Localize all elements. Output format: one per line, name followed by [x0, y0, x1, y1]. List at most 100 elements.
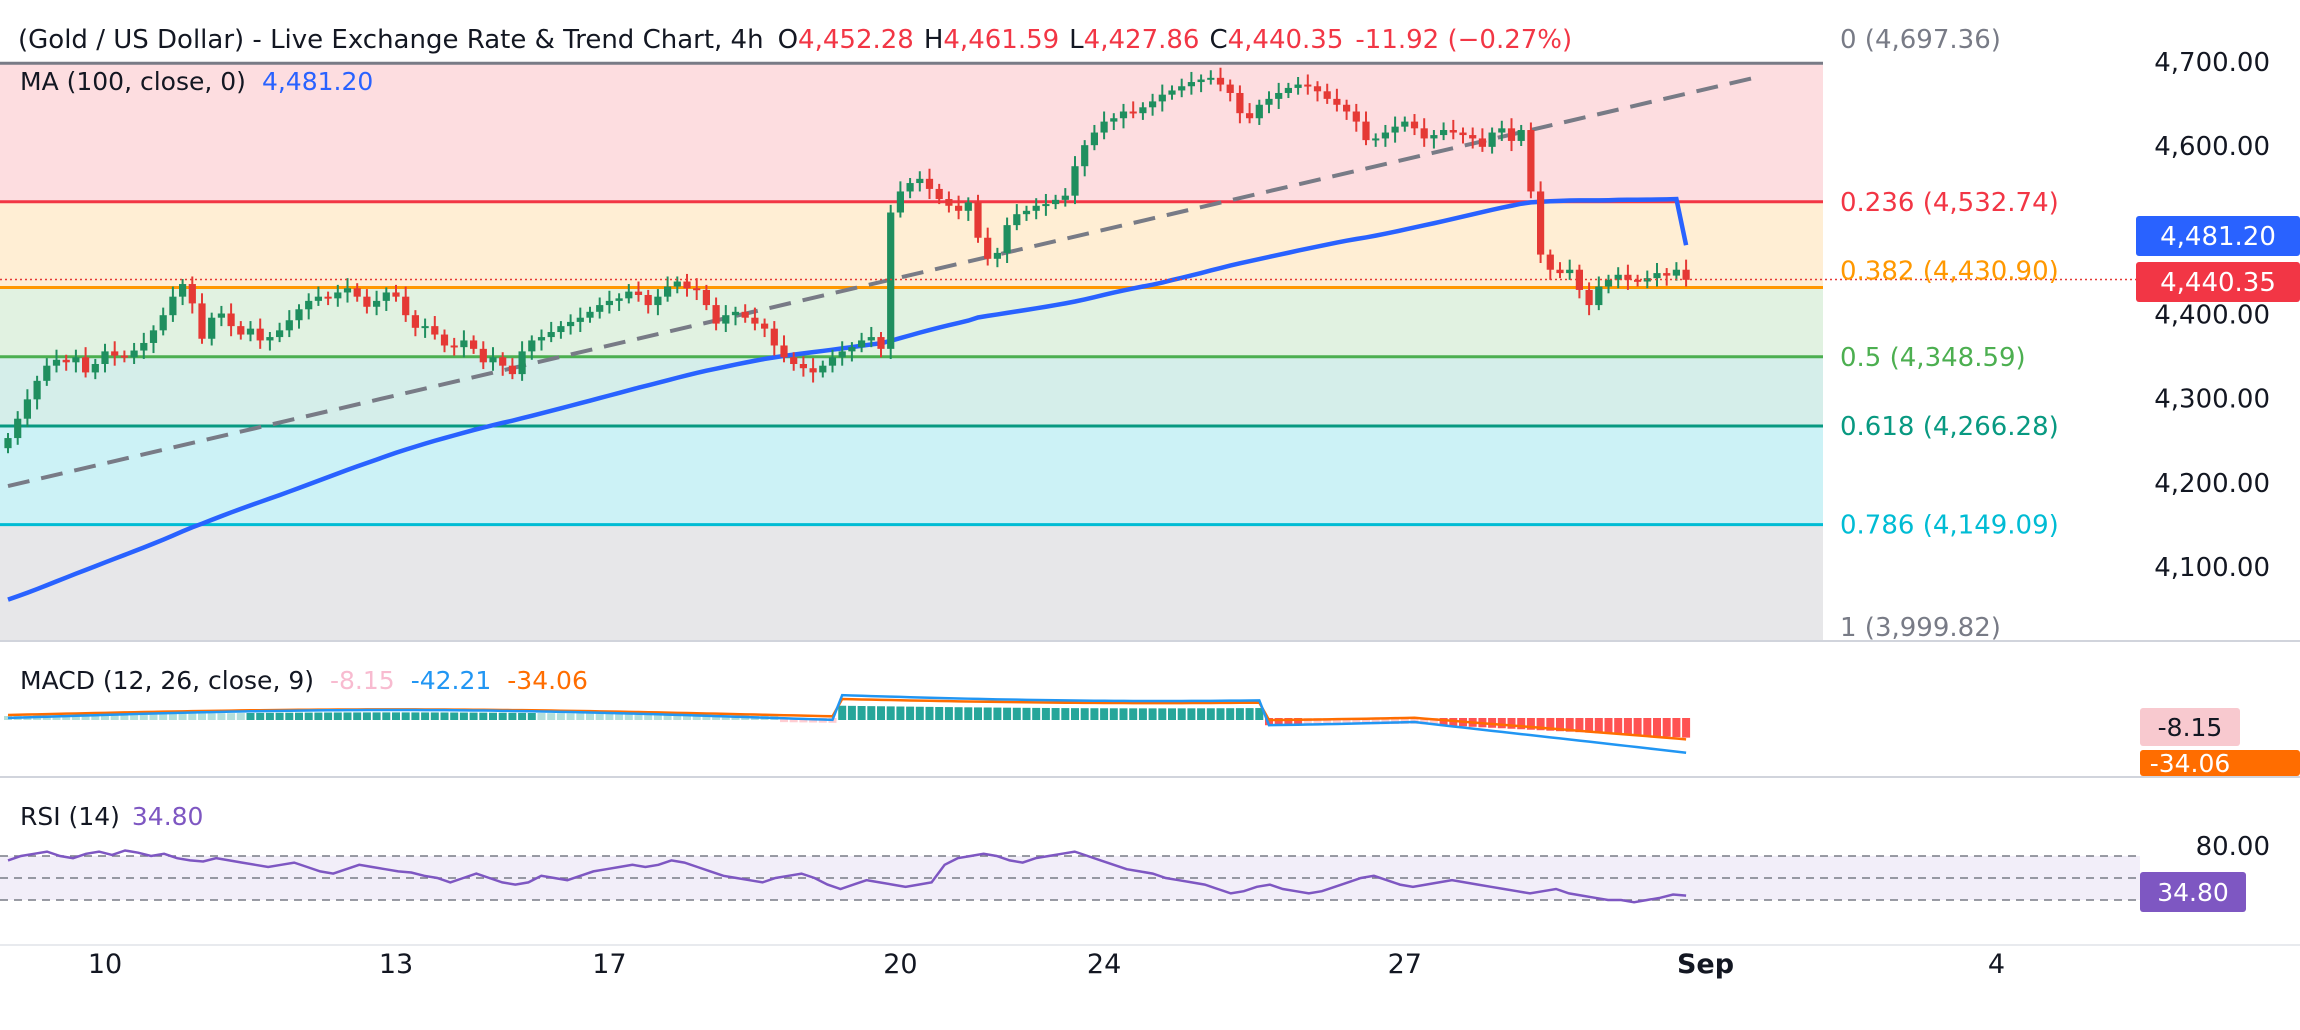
time-axis[interactable]: 10 13 17 20 24 27 Sep 4: [88, 949, 2005, 980]
fib-lines: [0, 61, 1823, 527]
svg-text:4,481.20: 4,481.20: [2160, 222, 2276, 252]
time-axis-tick: 4: [1988, 949, 2005, 980]
candle: [402, 296, 410, 316]
candle: [450, 345, 458, 348]
macd-histogram-bar: [1643, 718, 1652, 736]
candle: [421, 326, 429, 329]
candle: [974, 202, 982, 238]
macd-histogram-bar: [81, 714, 90, 720]
fib-label-6: 1 (3,999.82): [1840, 613, 2001, 643]
fib-label-4: 0.618 (4,266.28): [1840, 412, 2059, 442]
ma-legend[interactable]: MA (100, close, 0) 4,481.20: [20, 67, 373, 96]
candle: [567, 321, 575, 327]
candle: [1158, 94, 1166, 102]
candle: [431, 326, 439, 335]
time-axis-tick: 27: [1388, 949, 1422, 980]
macd-histogram-bar: [1439, 718, 1448, 726]
candle: [256, 328, 264, 341]
macd-histogram-bar: [198, 713, 206, 720]
macd-line: [7, 693, 1687, 754]
candle: [470, 340, 478, 349]
trend-line[interactable]: [7, 75, 1755, 488]
macd-histogram-bar: [168, 713, 177, 720]
candle: [1556, 269, 1564, 274]
macd-histogram-bar: [1682, 718, 1691, 738]
candle: [179, 284, 187, 297]
candle: [1643, 278, 1651, 282]
candle: [111, 351, 119, 356]
macd-histogram-bar: [915, 706, 924, 720]
candle: [925, 178, 934, 189]
candle: [1323, 91, 1331, 99]
candle: [945, 199, 953, 206]
candle: [702, 289, 710, 306]
macd-histogram-bar: [1119, 708, 1128, 720]
candle: [82, 357, 90, 373]
rsi-legend[interactable]: RSI (14) 34.80: [20, 802, 203, 831]
candle: [314, 296, 322, 301]
candle: [906, 183, 914, 192]
candle: [1682, 269, 1690, 280]
price-axis-tick: 4,300.00: [2154, 385, 2270, 415]
candle: [557, 326, 565, 333]
macd-histogram-bar: [1594, 718, 1603, 734]
macd-hist-badge: -8.15: [2140, 708, 2240, 746]
header-title: (Gold / US Dollar) - Live Exchange Rate …: [18, 25, 1572, 55]
macd-histogram-bar: [178, 713, 187, 720]
macd-histogram-bar: [1090, 708, 1099, 720]
macd-histogram-bar: [1633, 718, 1642, 736]
fib-bands: [0, 63, 1823, 640]
candle: [1527, 130, 1535, 192]
candle: [586, 311, 594, 318]
fib-labels: 0 (4,697.36) 0.236 (4,532.74) 0.382 (4,430…: [1840, 25, 2059, 643]
candle: [1275, 92, 1283, 99]
macd-histogram-bar: [1071, 708, 1079, 720]
candle: [1255, 104, 1263, 119]
macd-histogram-bar: [964, 707, 973, 720]
macd-legend[interactable]: MACD (12, 26, close, 9) -8.15 -42.21 -34.06: [20, 666, 588, 695]
candle: [1207, 77, 1215, 80]
macd-histogram-bar: [663, 714, 672, 720]
macd-histogram-bar: [401, 712, 410, 720]
macd-histogram-bar: [556, 713, 565, 720]
candle: [1129, 111, 1137, 114]
macd-histogram-bar: [479, 712, 488, 720]
macd-histogram-bar: [489, 712, 497, 720]
candle: [217, 313, 225, 318]
macd-histogram-bar: [1400, 718, 1409, 724]
macd-histogram-bar: [1313, 718, 1322, 725]
candle: [295, 309, 303, 321]
candle: [373, 300, 381, 307]
macd-histogram-bar: [440, 712, 449, 720]
candle: [23, 399, 31, 419]
macd-histogram-bar: [1265, 718, 1273, 726]
macd-histogram-bar: [886, 706, 895, 720]
candle: [1197, 79, 1205, 83]
candle: [1178, 86, 1186, 91]
candle: [1119, 111, 1128, 119]
macd-histogram-bar: [1497, 718, 1506, 729]
macd-histogram-bar: [459, 712, 468, 720]
rsi-pane[interactable]: 80.00: [0, 832, 2270, 904]
candle: [887, 212, 895, 349]
candle: [198, 303, 206, 339]
fib-band-2: [0, 287, 1823, 357]
candle: [664, 286, 672, 297]
candle: [266, 337, 274, 341]
macd-histogram-bar: [1429, 718, 1438, 725]
candle: [838, 351, 846, 358]
candle: [1284, 87, 1292, 93]
candle: [596, 305, 604, 312]
candle: [1449, 130, 1457, 133]
macd-pane[interactable]: [4, 693, 1691, 754]
macd-histogram-bar: [847, 705, 856, 720]
candle: [324, 296, 332, 299]
macd-histogram-bar: [838, 705, 847, 720]
macd-histogram-bar: [217, 713, 226, 720]
price-axis-tick: 4,400.00: [2154, 301, 2270, 331]
macd-histogram-bar: [421, 712, 430, 720]
macd-histogram-bar: [1148, 708, 1157, 720]
price-axis[interactable]: 4,700.004,600.004,500.004,400.004,300.00…: [2154, 48, 2270, 583]
macd-histogram-bar: [586, 713, 594, 720]
candle: [1430, 135, 1438, 139]
